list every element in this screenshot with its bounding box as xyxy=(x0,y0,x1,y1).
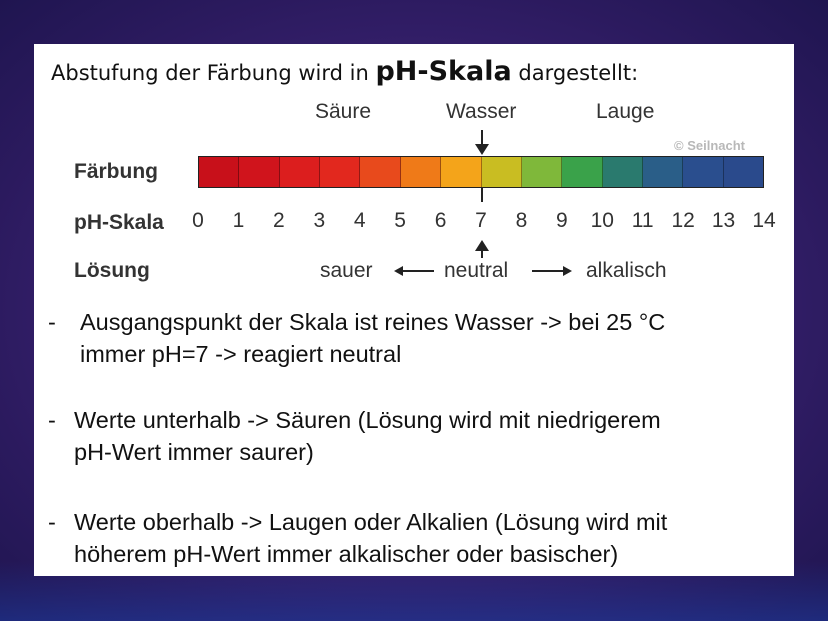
solution-alkaline: alkalisch xyxy=(586,259,667,282)
bullet-dash: - xyxy=(48,407,56,433)
bullet-line: höherem pH-Wert immer alkalischer oder b… xyxy=(74,541,619,567)
watermark: © Seilnacht xyxy=(674,138,745,153)
ph-tick-label: 6 xyxy=(434,209,447,232)
heading-post: dargestellt: xyxy=(511,61,639,85)
color-cell xyxy=(562,157,603,187)
ph-tick-label: 11 xyxy=(631,209,654,232)
bullet-line: Werte unterhalb -> Säuren (Lösung wird m… xyxy=(74,407,661,433)
ph-tick-label: 7 xyxy=(475,209,487,232)
ph-tick-label: 0 xyxy=(192,209,204,232)
label-water: Wasser xyxy=(446,100,517,123)
row-label-solution: Lösung xyxy=(74,259,150,282)
color-cell xyxy=(239,157,280,187)
color-cell xyxy=(481,157,522,187)
color-cell xyxy=(723,157,764,187)
down-arrow-shaft xyxy=(481,130,483,148)
ph-tick-label: 5 xyxy=(394,209,406,232)
bullet-line: immer pH=7 -> reagiert neutral xyxy=(80,341,402,367)
ph-tick-label: 3 xyxy=(313,209,326,232)
ph-tick-label: 4 xyxy=(353,209,366,232)
ph-tick-label: 10 xyxy=(590,209,614,232)
ph-tick-label: 12 xyxy=(671,209,695,232)
bullet-line: Werte oberhalb -> Laugen oder Alkalien (… xyxy=(74,509,668,535)
ph-scale-figure: Säure Wasser Lauge © Seilnacht Färbung p… xyxy=(34,44,794,304)
color-cell xyxy=(521,157,563,187)
ph-tick-label: 8 xyxy=(515,209,528,232)
row-label-color: Färbung xyxy=(74,160,158,183)
label-base: Lauge xyxy=(596,100,655,123)
color-cell xyxy=(279,157,321,187)
slide: Abstufung der Färbung wird in pH-Skala d… xyxy=(34,44,794,576)
color-cell xyxy=(683,157,724,187)
right-arrow-icon xyxy=(532,266,572,276)
color-cell xyxy=(400,157,442,187)
heading-emphasis: pH-Skala xyxy=(375,56,512,87)
ph-tick-label: 1 xyxy=(232,209,245,232)
bullet-dash: - xyxy=(48,509,56,535)
bullet-line: pH-Wert immer saurer) xyxy=(74,439,314,465)
left-arrow-icon xyxy=(394,266,434,276)
up-arrow-icon xyxy=(475,240,489,251)
ph-tick-label: 14 xyxy=(752,209,776,232)
ph-tick-label: 9 xyxy=(556,209,568,232)
neutral-marker-line xyxy=(481,188,483,202)
heading-pre: Abstufung der Färbung wird in xyxy=(51,61,376,85)
color-cell xyxy=(360,157,401,187)
solution-neutral: neutral xyxy=(444,259,509,282)
color-cell xyxy=(602,157,643,187)
bullet-line: Ausgangspunkt der Skala ist reines Wasse… xyxy=(80,309,666,335)
ph-tick-label: 13 xyxy=(711,209,736,232)
solution-acidic: sauer xyxy=(320,259,373,282)
ph-tick-label: 2 xyxy=(273,209,285,232)
color-cell xyxy=(642,157,684,187)
label-acid: Säure xyxy=(315,100,372,123)
slide-heading: Abstufung der Färbung wird in pH-Skala d… xyxy=(51,56,638,87)
up-arrow-shaft xyxy=(481,250,483,258)
color-cell xyxy=(320,157,361,187)
bullet-dash: - xyxy=(48,309,56,335)
row-label-scale: pH-Skala xyxy=(74,211,164,234)
down-arrow-icon xyxy=(475,144,489,155)
color-cell xyxy=(199,157,240,187)
color-bar xyxy=(198,156,764,188)
color-cell xyxy=(441,157,482,187)
